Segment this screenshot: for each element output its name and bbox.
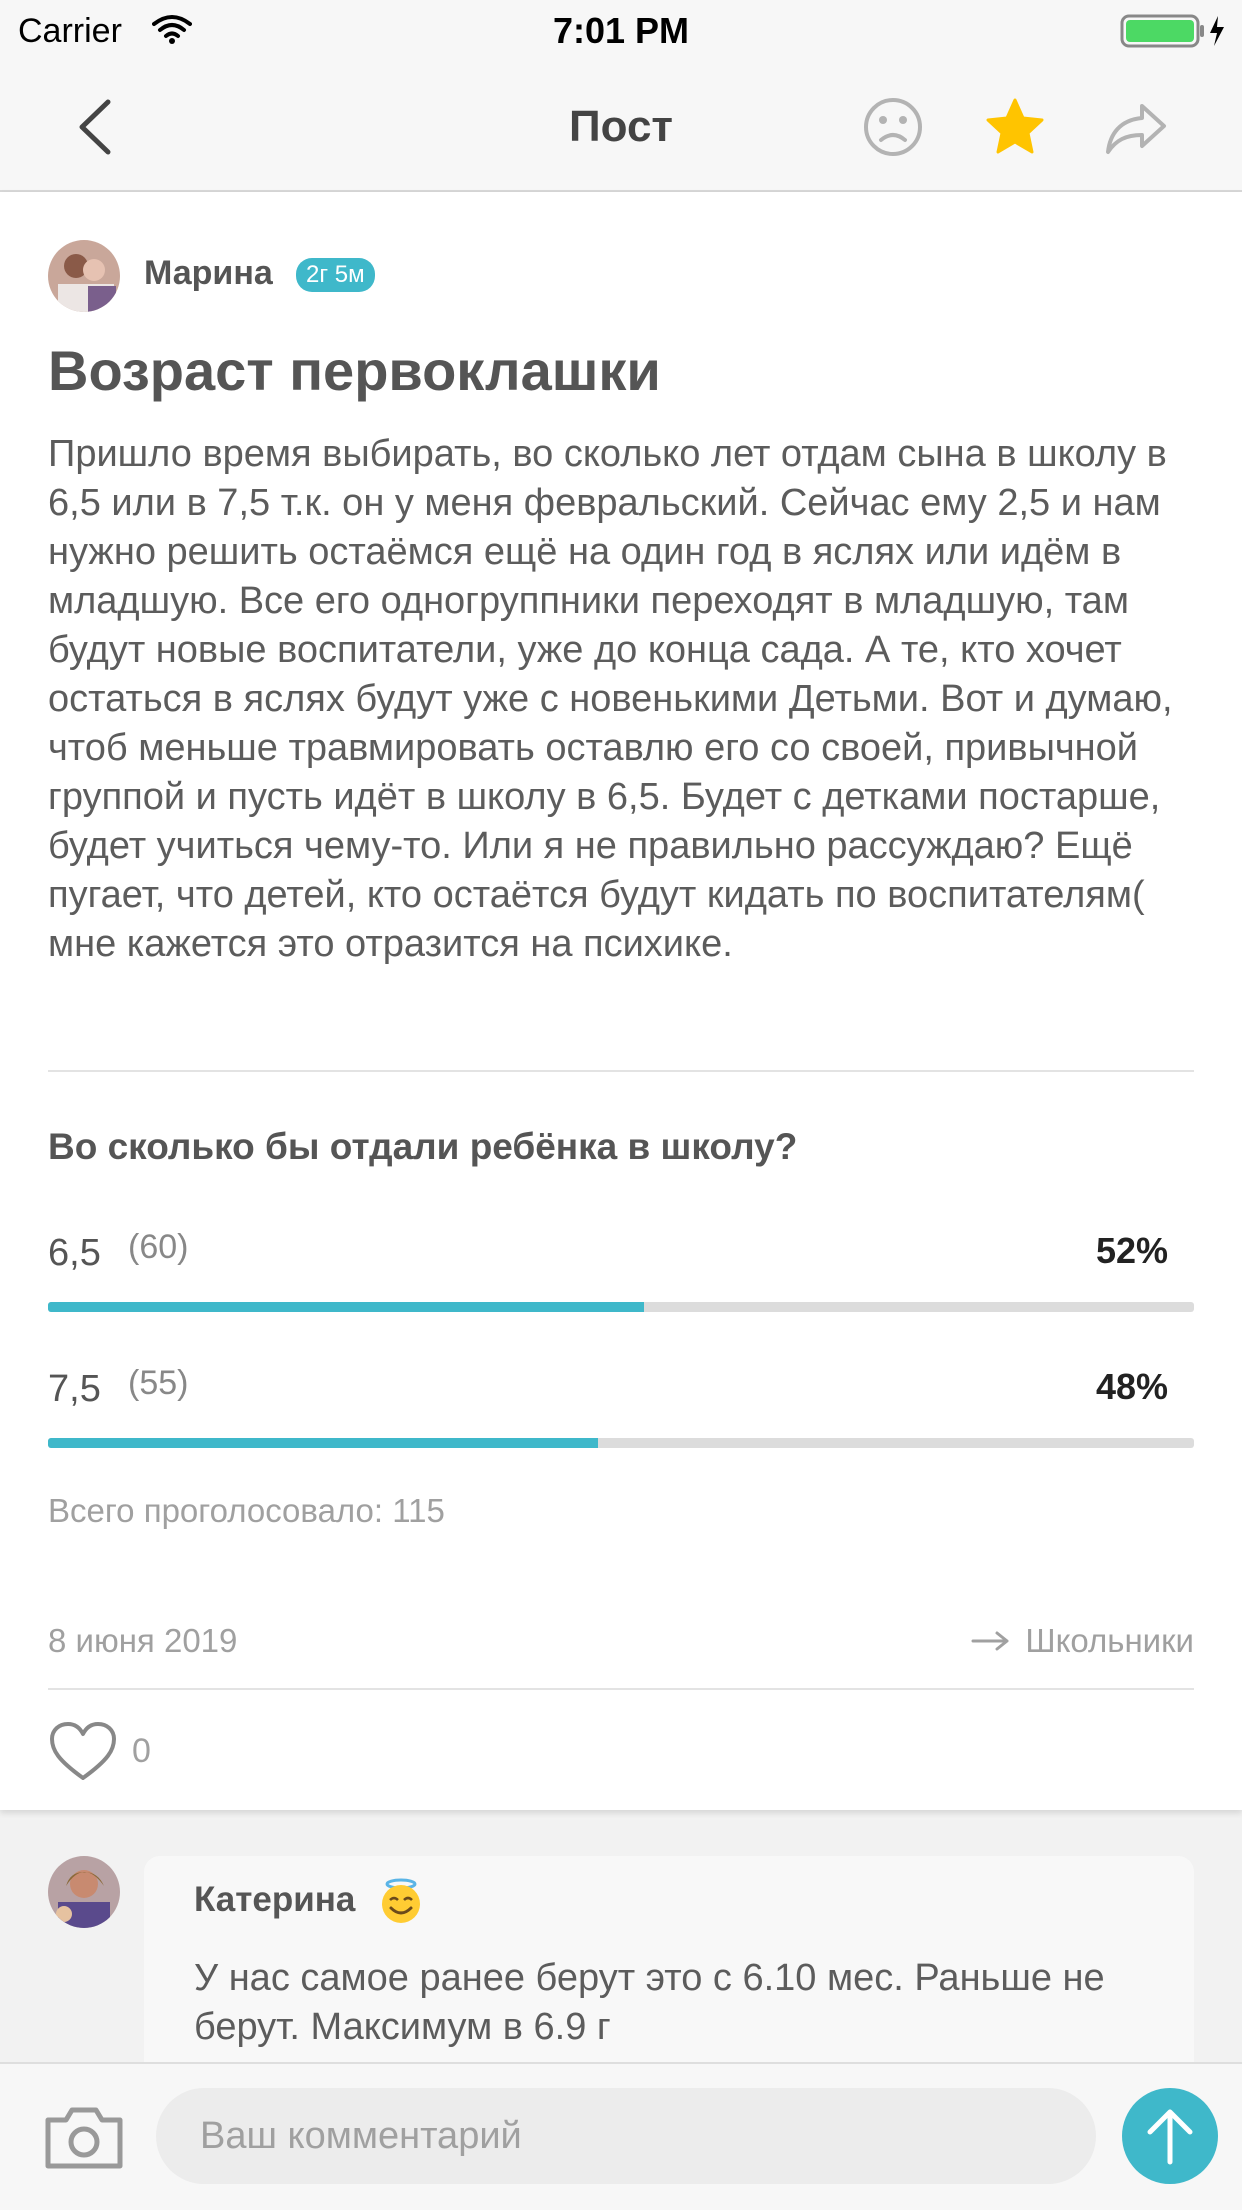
category-link[interactable]: Школьники [971, 1622, 1194, 1660]
star-icon [986, 98, 1044, 154]
post-body: Пришло время выбирать, во сколько лет от… [48, 433, 1173, 965]
poll-question: Во сколько бы отдали ребёнка в школу? [48, 1126, 798, 1167]
like-button[interactable] [48, 1720, 118, 1784]
comment-composer [0, 2062, 1242, 2210]
category-label: Школьники [1025, 1622, 1194, 1659]
divider [48, 1070, 1194, 1072]
favorite-button[interactable] [980, 92, 1050, 162]
wifi-icon [152, 14, 192, 49]
author-name[interactable]: Марина [144, 254, 273, 292]
post-title: Возраст первоклашки [48, 339, 661, 402]
nav-bar: Пост [0, 60, 1242, 192]
share-arrow-icon [1106, 104, 1166, 154]
clock: 7:01 PM [552, 10, 690, 51]
divider [48, 1688, 1194, 1690]
comment-author-avatar[interactable] [48, 1856, 120, 1928]
chevron-left-icon [79, 99, 111, 155]
poll-total: Всего проголосовало: 115 [48, 1492, 445, 1529]
child-age-badge: 2г 5м [296, 258, 375, 292]
share-button[interactable] [1102, 92, 1172, 162]
comment-author-name[interactable]: Катерина [194, 1880, 356, 1919]
poll-bar-track [48, 1302, 1194, 1312]
poll-option-percent: 52% [1095, 1230, 1168, 1271]
arrow-right-icon [971, 1631, 1009, 1651]
mood-button[interactable] [858, 92, 928, 162]
carrier-label: Carrier [18, 12, 122, 50]
poll-option-count: (60) [128, 1228, 189, 1266]
heart-icon [50, 1722, 116, 1780]
poll-option-label: 6,5 [48, 1232, 101, 1274]
like-count: 0 [132, 1732, 151, 1770]
angel-emoji-icon [382, 1878, 420, 1923]
poll-bar-fill [48, 1302, 644, 1312]
comment-input[interactable] [156, 2088, 1096, 2184]
author-avatar[interactable] [48, 240, 120, 312]
post-date: 8 июня 2019 [48, 1622, 238, 1659]
camera-icon [45, 2107, 123, 2169]
post-card: Марина 2г 5м Возраст первоклашки Пришло … [0, 192, 1242, 1810]
back-button[interactable] [62, 92, 132, 162]
comment-text: У нас самое ранее берут это с 6.10 мес. … [194, 1957, 1105, 2048]
status-bar: Carrier 7:01 PM [0, 0, 1242, 60]
battery-icon [1120, 14, 1230, 53]
poll-option-percent: 48% [1095, 1366, 1168, 1407]
camera-button[interactable] [42, 2102, 126, 2172]
send-button[interactable] [1122, 2088, 1218, 2184]
page-title: Пост [569, 102, 673, 151]
arrow-up-icon [1147, 2109, 1193, 2165]
sad-face-icon [864, 98, 922, 156]
poll-option-label: 7,5 [48, 1368, 101, 1410]
poll-option-count: (55) [128, 1364, 189, 1402]
poll-bar-fill [48, 1438, 599, 1448]
poll-bar-track [48, 1438, 1194, 1448]
